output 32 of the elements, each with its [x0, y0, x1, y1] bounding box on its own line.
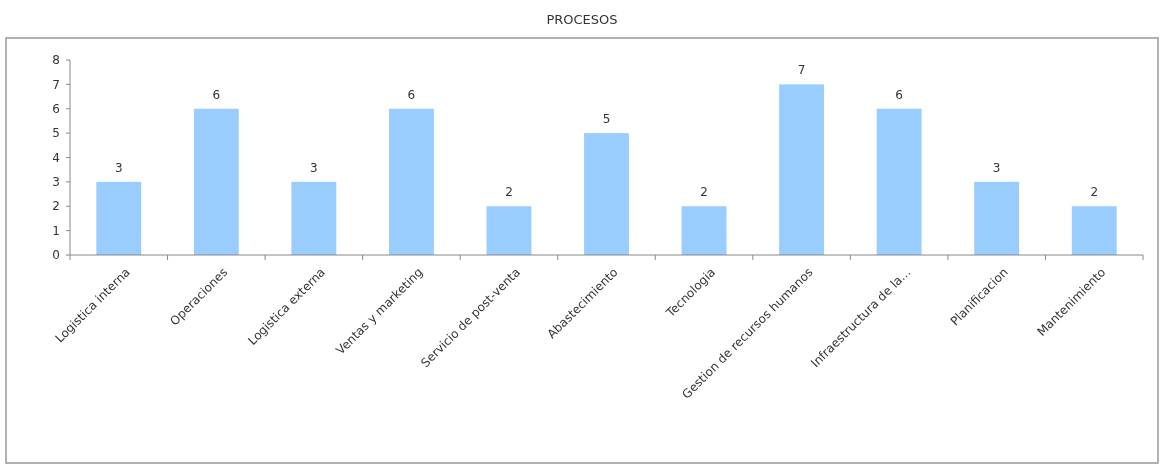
- bar: [1071, 206, 1117, 255]
- y-tick-label: 2: [52, 199, 60, 214]
- y-tick-label: 8: [52, 53, 60, 68]
- data-label: 3: [114, 160, 123, 175]
- bar: [486, 206, 532, 255]
- data-label: 6: [407, 87, 416, 102]
- y-tick-label: 7: [52, 77, 60, 92]
- y-tick-label: 5: [52, 126, 60, 141]
- y-tick-label: 6: [52, 101, 60, 116]
- data-label: 2: [505, 185, 513, 200]
- bar: [291, 181, 337, 255]
- bar: [193, 108, 239, 255]
- data-label: 5: [602, 112, 611, 127]
- data-label: 3: [992, 160, 1001, 175]
- chart-title: PROCESOS: [546, 12, 618, 27]
- bar: [681, 206, 727, 255]
- bar: [584, 133, 629, 255]
- data-label: 6: [895, 87, 903, 102]
- data-label: 7: [797, 63, 806, 78]
- data-label: 3: [310, 160, 318, 175]
- data-label: 2: [1090, 185, 1099, 200]
- data-label: 6: [212, 87, 221, 102]
- bar: [779, 84, 825, 255]
- y-tick-label: 1: [52, 223, 60, 238]
- bar: [96, 181, 142, 255]
- data-label: 2: [700, 185, 708, 200]
- bar: [876, 108, 922, 255]
- y-tick-label: 3: [52, 175, 60, 190]
- y-tick-label: 0: [52, 248, 60, 263]
- bar: [974, 181, 1020, 255]
- bar: [388, 108, 434, 255]
- y-tick-label: 4: [52, 150, 60, 165]
